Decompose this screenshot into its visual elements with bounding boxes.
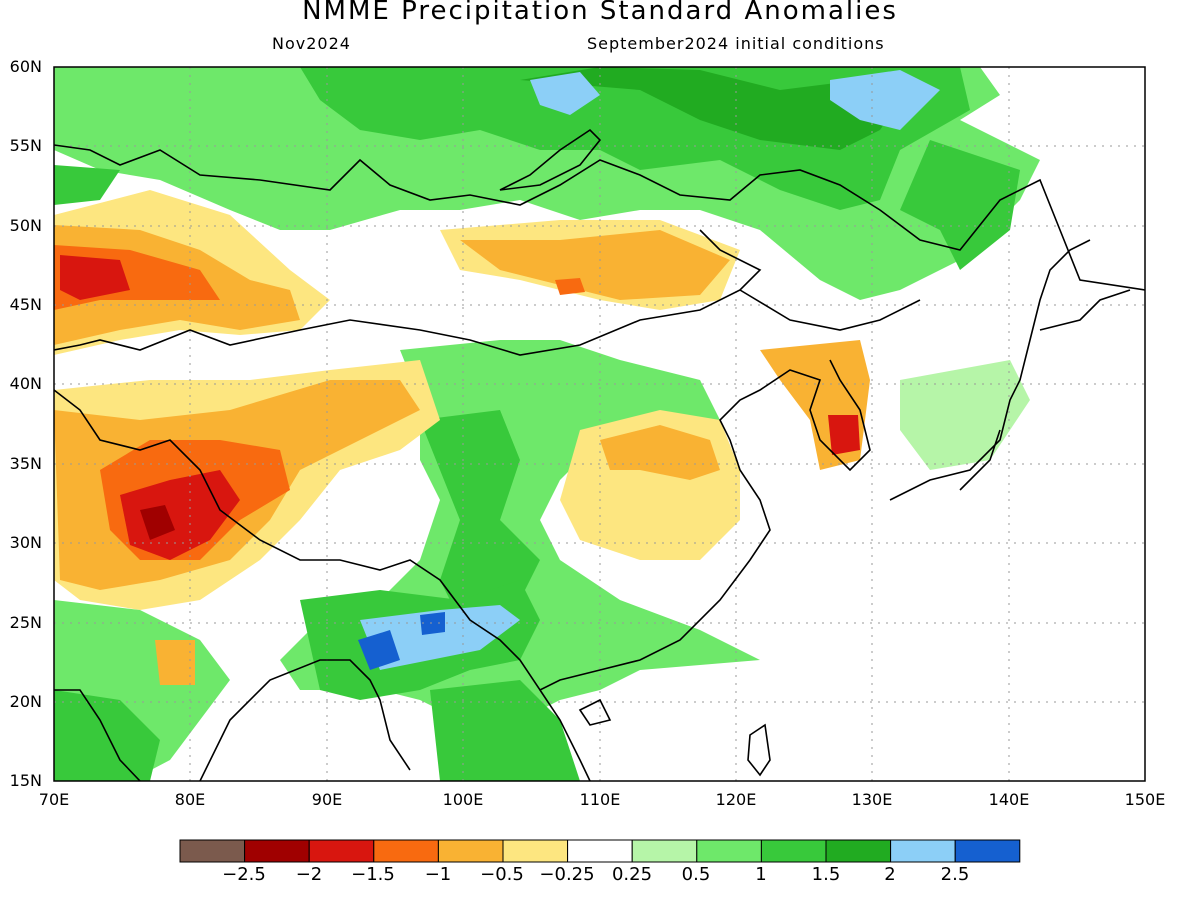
initial-conditions: September2024 initial conditions [587, 34, 885, 53]
lat-label-30n: 30N [9, 533, 42, 552]
lat-label-45n: 45N [9, 295, 42, 314]
colorbar-label: 0.5 [681, 864, 711, 885]
colorbar-swatch [437, 839, 504, 863]
lon-label-100e: 100E [442, 790, 484, 809]
orange-india-spot [155, 640, 195, 685]
lon-label-130e: 130E [851, 790, 893, 809]
blue-bengal-dark2 [420, 612, 445, 635]
lat-label-20n: 20N [9, 692, 42, 711]
forecast-month: Nov2024 [272, 34, 351, 53]
lon-label-110e: 110E [579, 790, 621, 809]
colorbar-label: −1 [424, 864, 452, 885]
colorbar-label: −0.5 [480, 864, 524, 885]
colorbar-swatch [825, 839, 892, 863]
colorbar-label: −2 [295, 864, 323, 885]
colorbar-swatch [179, 839, 246, 863]
lon-label-150e: 150E [1124, 790, 1166, 809]
coastlines [54, 128, 1145, 781]
colorbar-swatch [760, 839, 827, 863]
colorbar-swatch [502, 839, 569, 863]
colorbar-label: 1 [755, 864, 767, 885]
lon-label-80e: 80E [174, 790, 206, 809]
colorbar-swatch [567, 839, 633, 863]
red-korea [828, 415, 860, 455]
colorbar-swatch [696, 839, 762, 863]
colorbar-swatch [244, 839, 310, 863]
colorbar-swatch [954, 839, 1021, 863]
colorbar-swatch [631, 839, 698, 863]
colorbar-label: 2 [884, 864, 896, 885]
lon-label-70e: 70E [38, 790, 70, 809]
map-title: NMME Precipitation Standard Anomalies [302, 0, 898, 26]
map-frame [53, 66, 1146, 782]
colorbar-swatch [373, 839, 439, 863]
colorbar-swatch [890, 839, 956, 863]
lon-label-120e: 120E [715, 790, 757, 809]
green-manchuria [900, 140, 1020, 270]
red-himalaya-darkest [140, 505, 175, 540]
colorbar-swatch [308, 839, 375, 863]
lat-label-15n: 15N [9, 771, 42, 790]
blue-bengal [360, 605, 520, 670]
colorbar-label: 1.5 [811, 864, 841, 885]
colorbar-label: 2.5 [940, 864, 970, 885]
lat-label-25n: 25N [9, 613, 42, 632]
green-indochina [430, 680, 580, 781]
graticule [54, 67, 1145, 781]
lon-label-90e: 90E [311, 790, 343, 809]
orange-mongolia-dark [460, 230, 730, 300]
lat-label-55n: 55N [9, 136, 42, 155]
anomaly-field [54, 67, 1145, 781]
green-central-dark [420, 410, 540, 620]
lat-label-40n: 40N [9, 374, 42, 393]
blue-bengal-dark [358, 630, 400, 670]
colorbar [179, 839, 1021, 863]
lon-label-140e: 140E [988, 790, 1030, 809]
lat-label-35n: 35N [9, 454, 42, 473]
colorbar-label: −0.25 [539, 864, 595, 885]
red-west-core [60, 255, 130, 300]
blue-north-2 [530, 72, 600, 115]
green-north-darkest [520, 67, 900, 150]
lat-label-50n: 50N [9, 216, 42, 235]
colorbar-label: −1.5 [351, 864, 395, 885]
orange-east-china-dark [600, 425, 720, 480]
blue-north-1 [830, 70, 940, 130]
colorbar-label: −2.5 [222, 864, 266, 885]
colorbar-label: 0.25 [611, 864, 653, 885]
red-mongolia-spot [555, 278, 585, 295]
green-west-patch [54, 165, 120, 205]
lat-label-60n: 60N [9, 57, 42, 76]
